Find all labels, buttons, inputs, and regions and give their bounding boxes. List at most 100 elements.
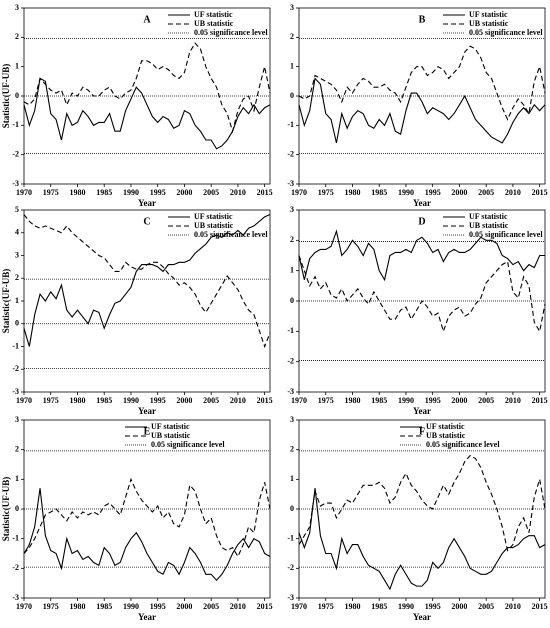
y-tick-label: 1 [290, 61, 294, 70]
x-tick-label: 1985 [371, 396, 387, 405]
x-axis-label: Year [413, 612, 431, 622]
x-tick-label: 2000 [176, 396, 192, 405]
y-tick-label: 3 [15, 250, 19, 259]
y-tick-label: 0 [15, 504, 19, 513]
x-tick-label: 1975 [318, 188, 334, 197]
x-tick-label: 2010 [505, 188, 521, 197]
y-tick-label: 2 [290, 444, 294, 453]
y-axis-label: Statistic(UF-UB) [1, 64, 11, 129]
series-line [23, 42, 271, 134]
y-tick-label: -3 [12, 179, 19, 188]
series-line [23, 477, 271, 558]
panel-title: C [143, 216, 150, 227]
x-tick-label: 1995 [150, 602, 166, 611]
x-tick-label: 2015 [257, 602, 273, 611]
y-tick-label: 1 [15, 61, 19, 70]
legend-label: UF statistic [469, 212, 508, 221]
y-tick-label: -2 [287, 356, 294, 365]
legend-label: UF statistic [426, 422, 465, 431]
legend-label: 0.05 significance level [194, 230, 268, 239]
y-tick-label: -1 [12, 341, 19, 350]
y-tick-label: -3 [12, 593, 19, 602]
y-tick-label: 2 [15, 32, 19, 41]
x-tick-label: 2010 [505, 396, 521, 405]
legend-label: UF statistic [194, 212, 233, 221]
x-tick-label: 1975 [43, 396, 59, 405]
x-tick-label: 2015 [532, 602, 548, 611]
x-tick-label: 1970 [291, 602, 307, 611]
y-tick-label: 2 [290, 235, 294, 244]
x-axis-label: Year [138, 198, 156, 208]
x-tick-label: 2000 [451, 396, 467, 405]
x-tick-label: 1980 [344, 396, 360, 405]
legend-label: 0.05 significance level [426, 440, 500, 449]
series-line [23, 214, 271, 349]
legend-label: UB statistic [469, 221, 509, 230]
legend-label: UB statistic [194, 221, 234, 230]
y-tick-label: 0 [15, 319, 19, 328]
series-line [298, 229, 545, 282]
x-tick-label: 2010 [230, 188, 246, 197]
legend-label: 0.05 significance level [194, 28, 268, 37]
panel-title: B [419, 14, 426, 25]
legend-label: UF statistic [469, 10, 508, 19]
x-tick-label: 1990 [123, 602, 139, 611]
y-tick-label: 1 [15, 474, 19, 483]
y-tick-label: -1 [287, 533, 294, 542]
panel-title: A [143, 14, 151, 25]
panel-title: E [144, 426, 151, 437]
x-tick-label: 1970 [16, 396, 32, 405]
x-tick-label: 2000 [451, 602, 467, 611]
y-tick-label: 1 [290, 474, 294, 483]
y-tick-label: -3 [287, 387, 294, 396]
y-tick-label: -3 [287, 179, 294, 188]
x-tick-label: 2005 [478, 396, 494, 405]
y-axis-label: Statistic(UF-UB) [1, 477, 11, 542]
y-tick-label: -1 [12, 120, 19, 129]
x-tick-label: 1975 [43, 188, 59, 197]
y-tick-label: -1 [287, 326, 294, 335]
x-tick-label: 1975 [318, 602, 334, 611]
y-tick-label: -2 [12, 149, 19, 158]
series-line [298, 488, 546, 591]
x-tick-label: 1990 [398, 602, 414, 611]
series-line [23, 488, 271, 582]
y-tick-label: 5 [15, 205, 19, 214]
legend-label: 0.05 significance level [469, 28, 543, 37]
series-line [298, 77, 546, 144]
y-tick-label: 3 [290, 205, 294, 214]
x-tick-label: 1980 [69, 602, 85, 611]
y-tick-label: 3 [15, 3, 19, 12]
legend-label: UB statistic [426, 431, 466, 440]
legend-label: 0.05 significance level [469, 230, 543, 239]
x-axis-label: Year [138, 406, 156, 416]
x-tick-label: 1990 [123, 188, 139, 197]
series-line [298, 255, 546, 334]
x-tick-label: 1985 [96, 396, 112, 405]
x-tick-label: 1970 [16, 602, 32, 611]
x-tick-label: 1995 [425, 396, 441, 405]
x-tick-label: 2000 [176, 188, 192, 197]
y-tick-label: 2 [15, 444, 19, 453]
y-tick-label: 2 [15, 273, 19, 282]
legend-label: UF statistic [194, 10, 233, 19]
x-tick-label: 1985 [96, 188, 112, 197]
y-tick-label: -1 [287, 120, 294, 129]
x-tick-label: 2010 [230, 602, 246, 611]
legend-label: UF statistic [151, 422, 190, 431]
x-tick-label: 1985 [371, 188, 387, 197]
legend-label: UB statistic [194, 19, 234, 28]
y-tick-label: -1 [12, 533, 19, 542]
y-tick-label: 3 [290, 415, 294, 424]
x-tick-label: 1985 [371, 602, 387, 611]
series-line [298, 454, 546, 552]
x-tick-label: 1980 [69, 188, 85, 197]
x-tick-label: 2015 [257, 396, 273, 405]
x-tick-label: 2005 [203, 396, 219, 405]
y-tick-label: 0 [290, 504, 294, 513]
x-tick-label: 1980 [344, 602, 360, 611]
legend-label: 0.05 significance level [151, 440, 225, 449]
y-tick-label: 3 [290, 3, 294, 12]
x-tick-label: 2005 [478, 602, 494, 611]
